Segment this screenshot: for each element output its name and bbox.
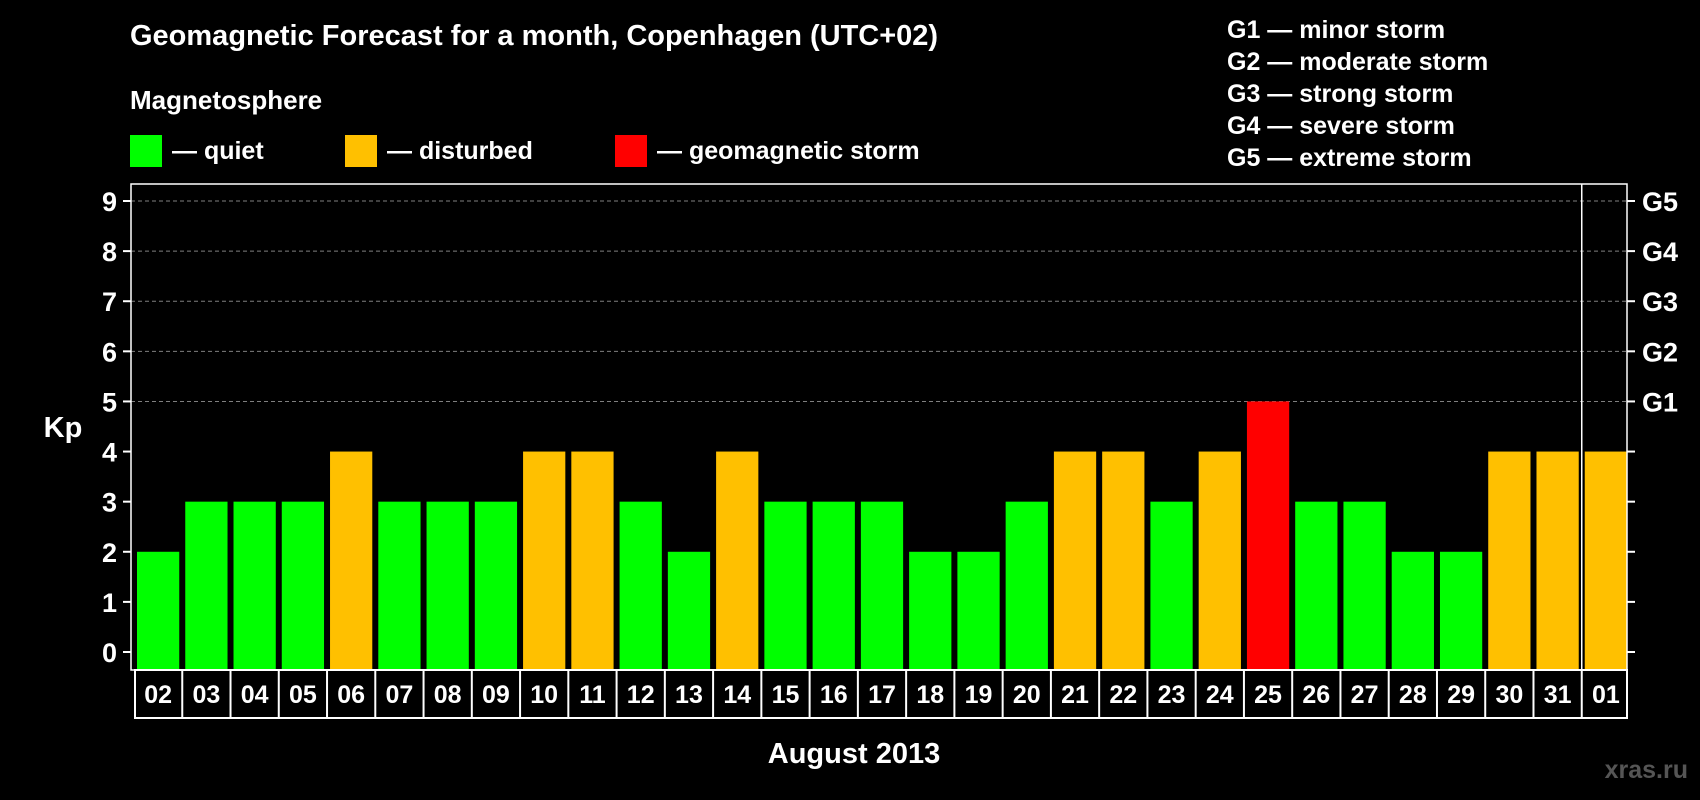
bar-30 xyxy=(1488,451,1531,670)
bar-05 xyxy=(281,501,325,670)
legend-label-disturbed: — disturbed xyxy=(387,136,533,165)
bar-16 xyxy=(812,501,855,670)
x-tick-label-03: 03 xyxy=(192,681,220,709)
x-tick-label-02: 02 xyxy=(144,681,172,709)
x-tick-label-25: 25 xyxy=(1254,681,1282,709)
right-g-label: G2 xyxy=(1642,337,1678,367)
y-axis-label: Kp xyxy=(44,412,83,444)
g-scale-g2: G2 — moderate storm xyxy=(1227,48,1489,76)
g-scale-legend: G1 — minor storm G2 — moderate storm G3 … xyxy=(1227,14,1488,174)
legend-swatch-quiet xyxy=(130,135,162,167)
legend-heading: Magnetosphere xyxy=(130,85,323,115)
right-g-label: G1 xyxy=(1642,387,1678,417)
x-tick-label-07: 07 xyxy=(386,681,414,709)
legend-item-quiet: — quiet xyxy=(130,135,264,167)
x-tick-label-16: 16 xyxy=(820,681,848,709)
x-tick-label-05: 05 xyxy=(289,681,317,709)
x-tick-label-30: 30 xyxy=(1495,681,1523,709)
bar-22 xyxy=(1102,451,1145,670)
bar-12 xyxy=(619,501,662,670)
bar-01 xyxy=(1584,451,1627,670)
bar-23 xyxy=(1150,501,1193,670)
bar-03 xyxy=(185,501,228,670)
bar-10 xyxy=(523,451,566,670)
y-tick-label: 4 xyxy=(102,438,117,468)
x-tick-label-29: 29 xyxy=(1447,681,1475,709)
y-tick-label: 9 xyxy=(102,187,117,217)
x-axis-label: August 2013 xyxy=(768,738,940,770)
x-tick-label-31: 31 xyxy=(1544,681,1572,709)
y-tick-label: 8 xyxy=(102,237,117,267)
x-tick-label-23: 23 xyxy=(1158,681,1186,709)
x-tick-label-10: 10 xyxy=(530,681,558,709)
g-scale-g3: G3 — strong storm xyxy=(1227,80,1454,108)
bar-28 xyxy=(1391,551,1434,670)
y-tick-label: 7 xyxy=(102,287,117,317)
legend-item-disturbed: — disturbed xyxy=(345,135,533,167)
chart-title: Geomagnetic Forecast for a month, Copenh… xyxy=(130,20,939,52)
x-tick-label-27: 27 xyxy=(1351,681,1379,709)
x-tick-label-01: 01 xyxy=(1592,681,1620,709)
x-tick-label-21: 21 xyxy=(1061,681,1089,709)
bar-04 xyxy=(233,501,276,670)
g-scale-g5: G5 — extreme storm xyxy=(1227,144,1472,172)
legend-swatch-disturbed xyxy=(345,135,377,167)
x-tick-label-04: 04 xyxy=(241,681,269,709)
legend-item-storm: — geomagnetic storm xyxy=(615,135,920,167)
y-tick-label: 2 xyxy=(102,538,117,568)
g-scale-g4: G4 — severe storm xyxy=(1227,112,1455,140)
legend-label-storm: — geomagnetic storm xyxy=(657,136,920,165)
x-tick-label-12: 12 xyxy=(627,681,655,709)
bar-07 xyxy=(378,501,421,670)
g-scale-g1: G1 — minor storm xyxy=(1227,16,1446,44)
x-tick-label-14: 14 xyxy=(723,681,751,709)
right-g-label: G4 xyxy=(1642,237,1678,267)
legend-label-quiet: — quiet xyxy=(172,136,264,165)
bar-02 xyxy=(137,551,180,670)
x-tick-label-08: 08 xyxy=(434,681,462,709)
x-label-strip xyxy=(134,669,1628,719)
x-tick-label-17: 17 xyxy=(868,681,896,709)
bar-31 xyxy=(1536,451,1579,670)
right-g-label: G3 xyxy=(1642,287,1678,317)
x-tick-label-09: 09 xyxy=(482,681,510,709)
x-tick-label-06: 06 xyxy=(337,681,365,709)
x-tick-label-19: 19 xyxy=(965,681,993,709)
x-tick-label-28: 28 xyxy=(1399,681,1427,709)
bar-19 xyxy=(957,551,1000,670)
bar-06 xyxy=(330,451,373,670)
y-tick-label: 3 xyxy=(102,488,117,518)
bar-15 xyxy=(764,501,807,670)
bar-13 xyxy=(667,551,711,670)
x-tick-label-18: 18 xyxy=(916,681,944,709)
y-tick-label: 0 xyxy=(102,638,117,668)
bar-18 xyxy=(909,551,952,670)
bar-27 xyxy=(1343,501,1386,670)
watermark: xras.ru xyxy=(1604,756,1688,784)
bar-21 xyxy=(1053,451,1097,670)
x-tick-label-11: 11 xyxy=(579,681,606,709)
bar-11 xyxy=(571,451,614,670)
bar-29 xyxy=(1439,551,1483,670)
x-tick-label-20: 20 xyxy=(1013,681,1041,709)
bar-24 xyxy=(1198,451,1241,670)
legend-swatch-storm xyxy=(615,135,647,167)
bar-14 xyxy=(716,451,759,670)
bar-25 xyxy=(1246,401,1290,670)
x-tick-label-15: 15 xyxy=(772,681,800,709)
bar-08 xyxy=(426,501,469,670)
y-tick-label: 5 xyxy=(102,387,117,417)
x-tick-label-22: 22 xyxy=(1109,681,1137,709)
bar-20 xyxy=(1005,501,1048,670)
y-tick-label: 6 xyxy=(102,337,117,367)
x-tick-label-13: 13 xyxy=(675,681,703,709)
bar-17 xyxy=(860,501,904,670)
y-tick-label: 1 xyxy=(102,588,117,618)
right-g-label: G5 xyxy=(1642,187,1678,217)
x-tick-label-26: 26 xyxy=(1302,681,1330,709)
bar-09 xyxy=(474,501,518,670)
bar-26 xyxy=(1295,501,1338,670)
x-tick-label-24: 24 xyxy=(1206,681,1234,709)
